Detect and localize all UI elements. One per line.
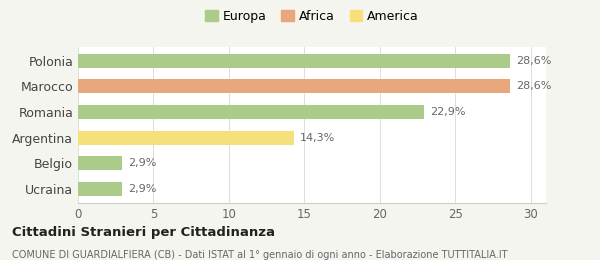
- Text: 28,6%: 28,6%: [516, 56, 551, 66]
- Text: Cittadini Stranieri per Cittadinanza: Cittadini Stranieri per Cittadinanza: [12, 226, 275, 239]
- Text: 2,9%: 2,9%: [128, 158, 156, 168]
- Bar: [78, 182, 122, 196]
- Bar: [78, 156, 122, 170]
- Legend: Europa, Africa, America: Europa, Africa, America: [200, 5, 424, 28]
- Text: 22,9%: 22,9%: [430, 107, 465, 117]
- Bar: [78, 131, 294, 145]
- Bar: [78, 80, 510, 94]
- Text: COMUNE DI GUARDIALFIERA (CB) - Dati ISTAT al 1° gennaio di ogni anno - Elaborazi: COMUNE DI GUARDIALFIERA (CB) - Dati ISTA…: [12, 250, 508, 259]
- Text: 14,3%: 14,3%: [300, 133, 335, 142]
- Text: 28,6%: 28,6%: [516, 81, 551, 92]
- Bar: [78, 105, 424, 119]
- Bar: [78, 54, 510, 68]
- Text: 2,9%: 2,9%: [128, 184, 156, 194]
